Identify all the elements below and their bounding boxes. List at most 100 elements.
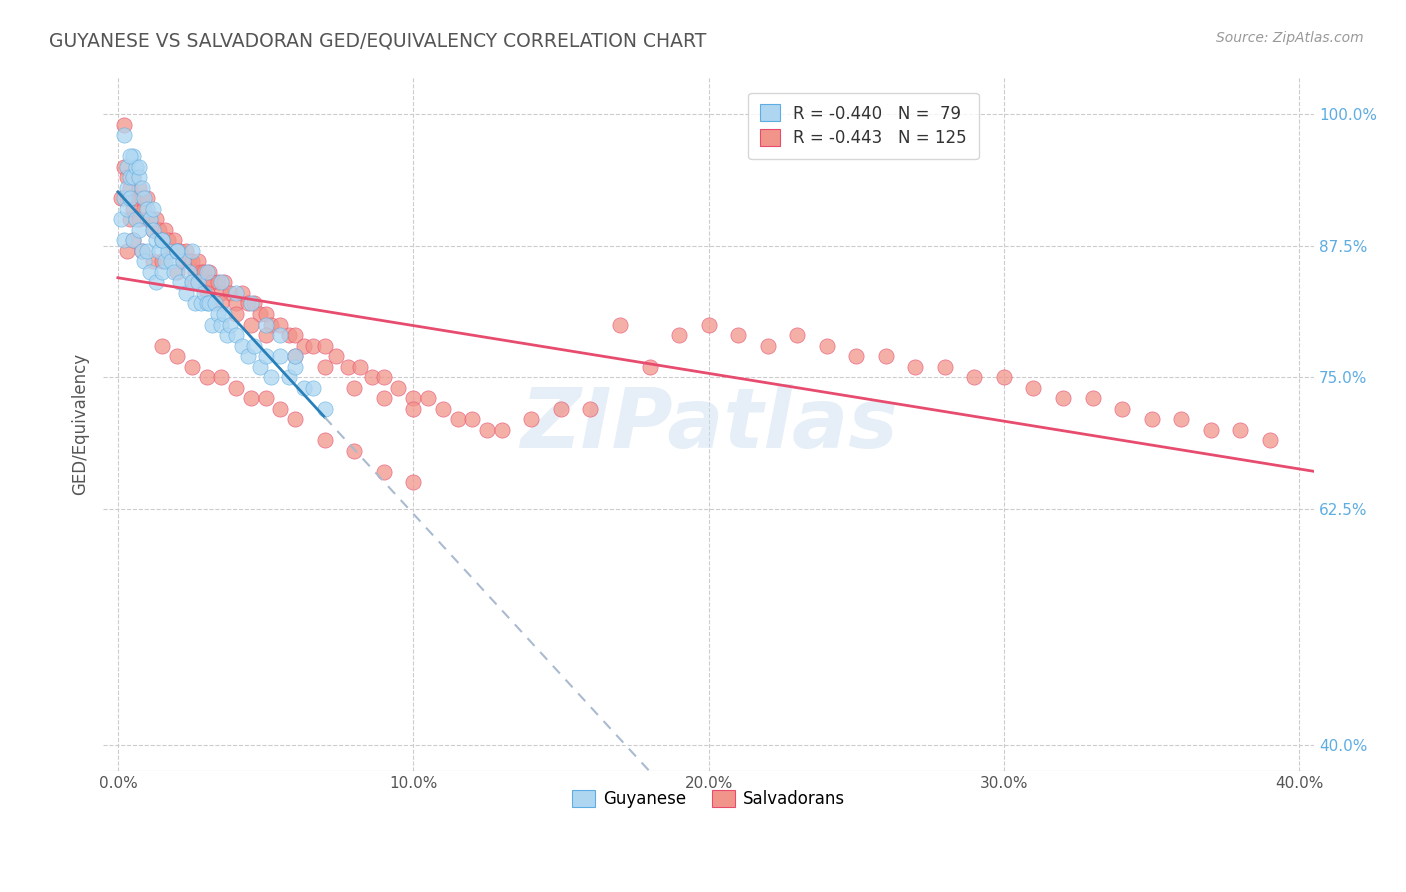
Point (174, 244, 197, 258)
Point (212, 276, 235, 290)
Point (142, 223, 165, 237)
Point (815, 338, 838, 352)
Point (236, 349, 259, 363)
Point (124, 191, 146, 205)
Point (128, 160, 150, 174)
Point (153, 254, 176, 268)
Point (373, 391, 395, 405)
Point (166, 265, 188, 279)
Point (475, 423, 498, 437)
Point (446, 412, 468, 426)
Point (1052, 391, 1074, 405)
Point (150, 234, 173, 248)
Point (124, 212, 146, 227)
Point (142, 254, 165, 268)
Point (121, 170, 143, 185)
Point (550, 401, 572, 416)
Point (292, 381, 315, 395)
Point (166, 244, 188, 258)
Point (148, 244, 170, 258)
Point (195, 370, 218, 384)
Point (314, 433, 336, 447)
Point (112, 191, 135, 205)
Point (254, 391, 277, 405)
Point (668, 328, 690, 343)
Point (195, 276, 218, 290)
Point (166, 244, 188, 258)
Point (131, 181, 153, 195)
Point (139, 265, 162, 279)
Point (115, 181, 138, 195)
Point (219, 285, 242, 300)
Point (118, 181, 141, 195)
Point (177, 254, 200, 268)
Point (193, 265, 215, 279)
Point (260, 318, 283, 332)
Point (150, 234, 173, 248)
Point (163, 234, 186, 248)
Point (121, 234, 143, 248)
Point (301, 381, 323, 395)
Point (198, 265, 221, 279)
Point (254, 328, 277, 343)
Point (231, 338, 253, 352)
Point (118, 149, 141, 163)
Point (416, 391, 439, 405)
Point (128, 181, 150, 195)
Point (166, 244, 188, 258)
Point (239, 391, 262, 405)
Point (278, 370, 301, 384)
Point (118, 170, 141, 185)
Point (172, 254, 194, 268)
Point (110, 212, 132, 227)
Point (461, 412, 484, 426)
Point (121, 170, 143, 185)
Point (209, 318, 232, 332)
Point (174, 285, 197, 300)
Point (134, 254, 156, 268)
Point (254, 318, 277, 332)
Point (112, 128, 135, 143)
Point (209, 296, 232, 310)
Point (231, 285, 253, 300)
Point (402, 401, 425, 416)
Point (195, 285, 218, 300)
Point (115, 191, 138, 205)
Point (187, 254, 209, 268)
Point (121, 149, 143, 163)
Point (249, 359, 271, 374)
Point (150, 265, 173, 279)
Point (579, 401, 602, 416)
Point (112, 160, 135, 174)
Point (166, 349, 188, 363)
Point (1258, 433, 1281, 447)
Point (131, 191, 153, 205)
Point (187, 276, 209, 290)
Point (183, 296, 205, 310)
Point (115, 244, 138, 258)
Text: Source: ZipAtlas.com: Source: ZipAtlas.com (1216, 31, 1364, 45)
Point (124, 160, 146, 174)
Point (157, 234, 180, 248)
Point (163, 265, 186, 279)
Point (193, 285, 215, 300)
Point (225, 328, 247, 343)
Point (1170, 412, 1192, 426)
Point (118, 191, 141, 205)
Point (180, 276, 202, 290)
Point (269, 328, 291, 343)
Text: ZIPat⁠las: ZIPat⁠las (520, 384, 897, 465)
Point (993, 370, 1015, 384)
Point (190, 265, 212, 279)
Point (373, 465, 395, 479)
Point (212, 307, 235, 321)
Point (432, 401, 454, 416)
Point (217, 328, 239, 343)
Point (1022, 381, 1045, 395)
Point (115, 160, 138, 174)
Point (145, 276, 167, 290)
Point (142, 223, 165, 237)
Point (239, 318, 262, 332)
Point (195, 265, 218, 279)
Point (157, 244, 180, 258)
